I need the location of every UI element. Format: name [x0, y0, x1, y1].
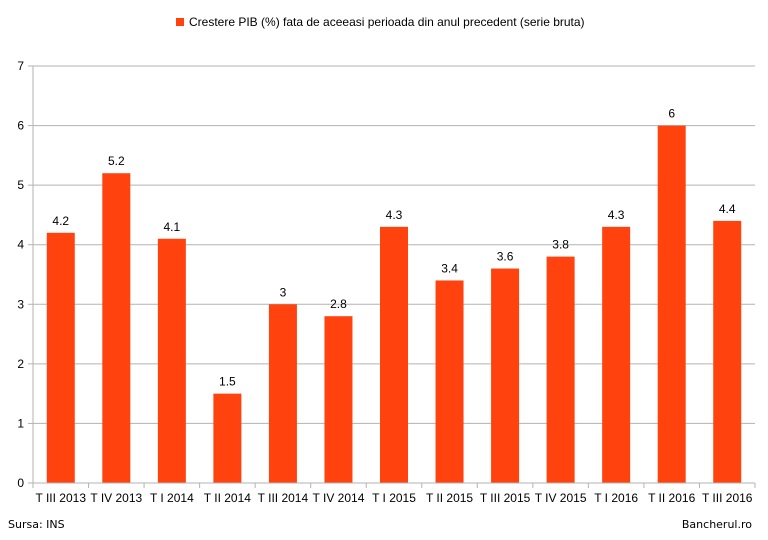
data-label-6: 4.3	[386, 208, 403, 222]
legend-swatch	[176, 18, 184, 26]
y-tick-label-0: 0	[17, 476, 24, 490]
y-tick-label-5: 5	[17, 178, 24, 192]
x-tick-label-11: T II 2016	[648, 491, 695, 505]
bars	[46, 125, 742, 484]
x-tick-label-4: T III 2014	[258, 491, 309, 505]
bar-10	[602, 226, 631, 484]
x-tick-label-12: T III 2016	[702, 491, 753, 505]
x-tick-label-2: T I 2014	[150, 491, 194, 505]
bar-5	[324, 316, 353, 483]
data-label-5: 2.8	[330, 297, 347, 311]
x-tick-label-0: T III 2013	[36, 491, 87, 505]
x-tick-label-7: T II 2015	[426, 491, 473, 505]
y-tick-label-3: 3	[17, 297, 24, 311]
y-tick-label-7: 7	[17, 59, 24, 73]
bar-6	[380, 226, 408, 484]
x-tick-label-1: T IV 2013	[90, 491, 142, 505]
legend-label: Crestere PIB (%) fata de aceeasi perioad…	[189, 15, 585, 29]
bar-12	[713, 220, 742, 483]
data-label-11: 6	[668, 107, 675, 121]
bar-0	[46, 232, 75, 483]
bar-9	[546, 256, 575, 483]
x-tick-label-5: T IV 2014	[313, 491, 365, 505]
bar-7	[435, 280, 464, 483]
bar-1	[102, 173, 131, 483]
bar-2	[157, 238, 186, 483]
site-credit: Bancherul.ro	[681, 518, 752, 531]
bar-3	[213, 393, 242, 483]
y-tick-label-6: 6	[17, 119, 24, 133]
data-label-2: 4.1	[164, 220, 181, 234]
legend: Crestere PIB (%) fata de aceeasi perioad…	[176, 15, 585, 29]
data-label-12: 4.4	[719, 202, 736, 216]
data-label-10: 4.3	[608, 208, 625, 222]
source-note: Sursa: INS	[8, 518, 65, 531]
y-tick-label-1: 1	[17, 416, 24, 430]
x-tick-label-6: T I 2015	[372, 491, 416, 505]
bar-4	[268, 304, 297, 483]
axes: 0 1 2 3 4 5 6 7 T III 2013 T IV 2013 T I 2014 T II …	[17, 59, 756, 505]
data-label-4: 3	[280, 285, 287, 299]
data-label-8: 3.6	[497, 250, 514, 264]
data-label-7: 3.4	[441, 261, 458, 275]
x-tick-label-10: T I 2016	[594, 491, 638, 505]
y-tick-label-4: 4	[17, 238, 24, 252]
data-labels: 4.2 5.2 4.1 1.5 3 2.8 4.3 3.4 3.6 3.8 4.3 6 4.4	[52, 107, 735, 389]
data-label-9: 3.8	[552, 238, 569, 252]
x-tick-label-3: T II 2014	[204, 491, 251, 505]
data-label-3: 1.5	[219, 375, 236, 389]
x-tick-label-9: T IV 2015	[535, 491, 587, 505]
data-label-0: 4.2	[52, 214, 69, 228]
bar-11	[657, 125, 686, 484]
y-tick-label-2: 2	[17, 357, 24, 371]
data-label-1: 5.2	[108, 154, 125, 168]
x-tick-label-8: T III 2015	[480, 491, 531, 505]
bar-8	[491, 268, 520, 483]
